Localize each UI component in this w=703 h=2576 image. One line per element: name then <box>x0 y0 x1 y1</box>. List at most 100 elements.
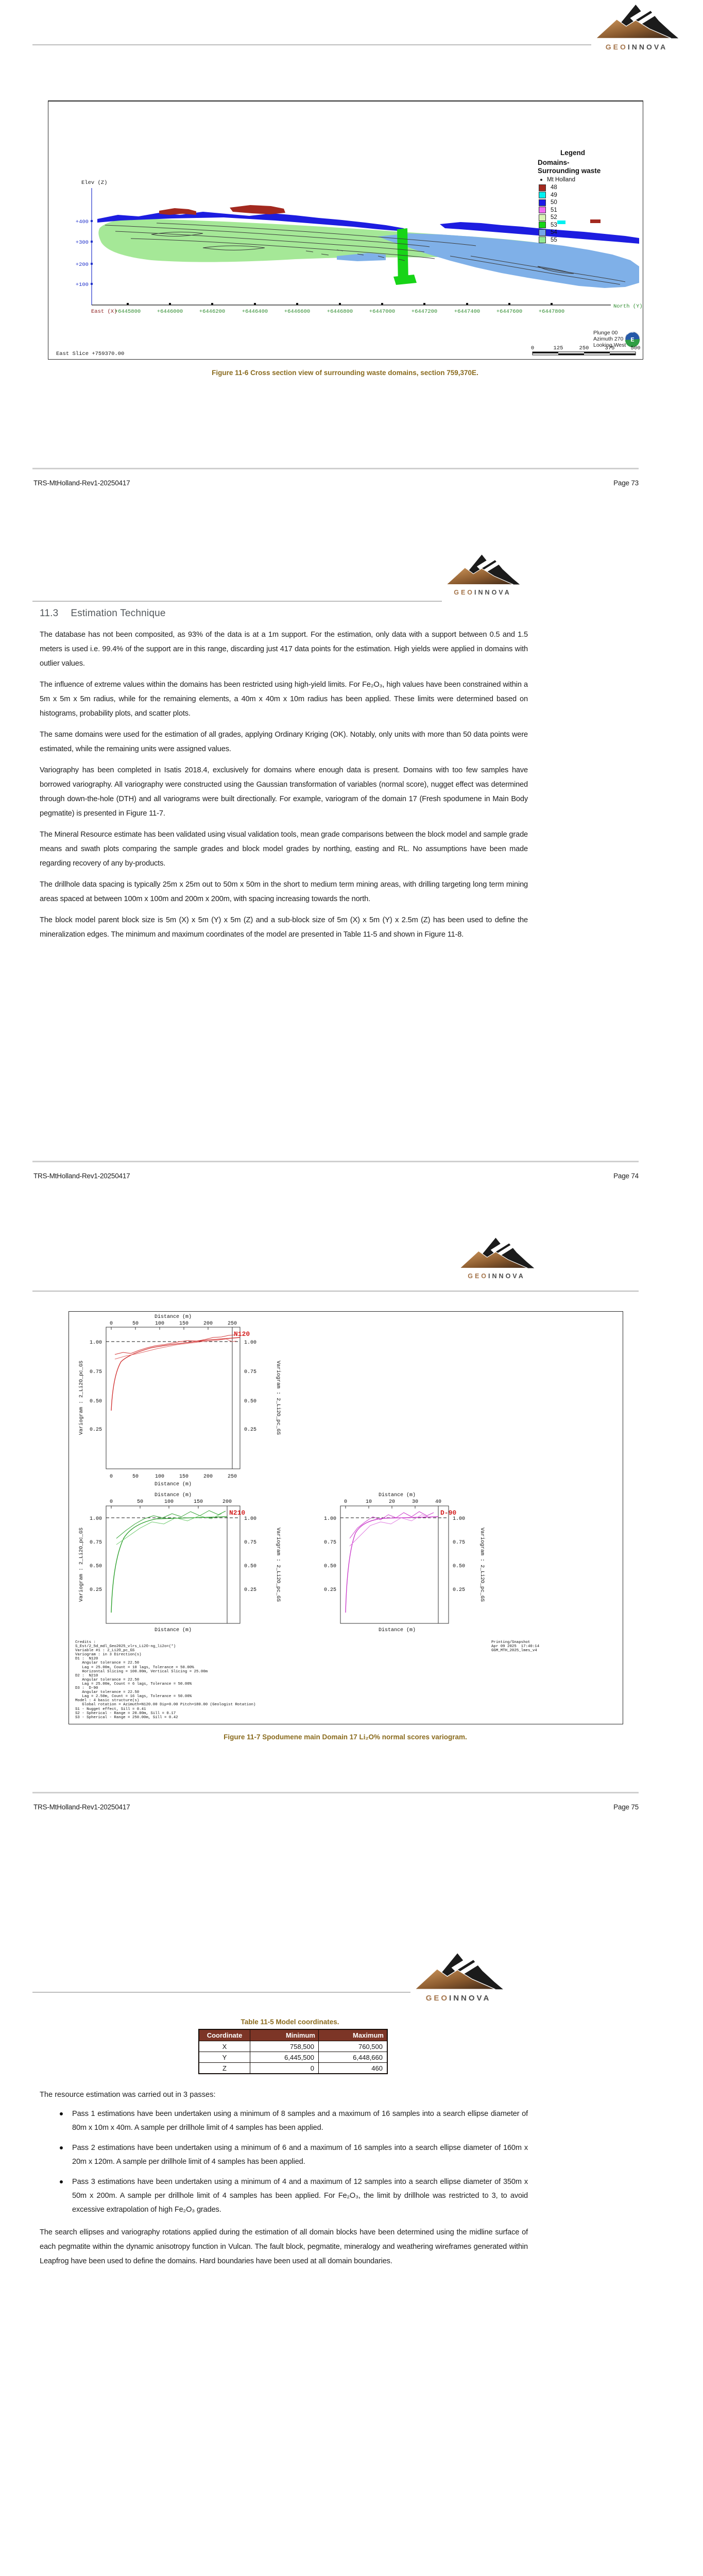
x-tick: +6447800 <box>539 309 564 315</box>
northing-axis: East (X) +6445800 +6446000 +6446200 +644… <box>91 303 643 315</box>
geoinnova-logo: GEOINNOVA <box>412 1951 505 2003</box>
paragraph: The block model parent block size is 5m … <box>40 916 528 939</box>
domain-48-red-patch-2 <box>230 205 285 214</box>
y-tick: 0.50 <box>90 1399 102 1404</box>
x-tick: 150 <box>179 1321 188 1327</box>
x-tick: 200 <box>222 1499 232 1505</box>
y-tick: 0.50 <box>324 1564 336 1569</box>
cell-coordinate: Y <box>198 2052 250 2063</box>
legend-swatch-49 <box>539 192 546 199</box>
x-tick: 10 <box>366 1499 372 1505</box>
y-tick-right: 0.25 <box>244 1587 256 1593</box>
x-tick: 0 <box>110 1499 113 1505</box>
experimental-curve <box>114 1334 235 1355</box>
x-tick: 30 <box>412 1499 418 1505</box>
x-tick: 20 <box>389 1499 395 1505</box>
paragraph: The Mineral Resource estimate has been v… <box>40 831 528 868</box>
x-tick-bottom: 0 <box>110 1474 113 1480</box>
y-tick-right: 0.75 <box>244 1540 256 1546</box>
geoinnova-logo: GEOINNOVA <box>457 1235 536 1280</box>
legend-swatch-54 <box>539 229 546 236</box>
bullet-icon <box>60 2112 63 2115</box>
view-orientation-info: Plunge 00 Azimuth 270 Looking West <box>593 330 626 348</box>
legend-label: 50 <box>551 199 557 206</box>
table-11-5-caption: Table 11-5 Model coordinates. <box>241 2018 339 2026</box>
bullet-icon <box>60 2180 63 2183</box>
table-row-z: Z 0 460 <box>198 2062 388 2074</box>
table-header-row: Coordinate Minimum Maximum <box>198 2029 388 2041</box>
brand-wordmark: GEOINNOVA <box>457 1273 536 1280</box>
paragraph: The same domains were used for the estim… <box>40 731 528 753</box>
brand-wordmark: GEOINNOVA <box>593 43 680 51</box>
mountain-logo-icon <box>445 554 520 585</box>
x-tick: 150 <box>194 1499 203 1505</box>
col-header-maximum: Maximum <box>318 2029 388 2041</box>
y-tick-right: 1.00 <box>244 1340 256 1346</box>
elev-tick: +200 <box>76 262 89 268</box>
page74-footer-rule <box>32 1161 639 1162</box>
y-tick: 0.75 <box>90 1540 102 1546</box>
table-row-y: Y 6,445,500 6,448,660 <box>198 2052 388 2063</box>
y-tick-right: 0.75 <box>453 1540 465 1546</box>
col-header-minimum: Minimum <box>250 2029 319 2041</box>
y-tick: 0.75 <box>90 1369 102 1375</box>
domain-49-cyan-speck <box>557 221 565 224</box>
experimental-curve <box>349 1511 434 1539</box>
variogram-parameters-printout: Credits : S_Est/2_5d_mdl_Geo2025_vlrs_Li… <box>75 1640 256 1720</box>
section-title: Estimation Technique <box>71 608 166 619</box>
figure-11-6-caption: Figure 11-6 Cross section view of surrou… <box>212 369 478 377</box>
cell-maximum: 460 <box>318 2062 388 2074</box>
figure-11-7-variogram: Distance (m) 0 50 100 150 200 250 1.00 0… <box>68 1311 623 1724</box>
legend-item: 50 <box>539 199 638 207</box>
x-axis-title: Distance (m) <box>155 1492 192 1498</box>
x-tick: +6446600 <box>284 309 310 315</box>
y-tick: 0.50 <box>90 1564 102 1569</box>
direction-label-d90: D-90 <box>440 1509 456 1517</box>
x-axis-title: Distance (m) <box>379 1492 416 1498</box>
legend-item: 55 <box>539 236 638 244</box>
domain-54-light-blue-mass <box>378 233 639 288</box>
azimuth-label: Azimuth 270 <box>593 336 624 342</box>
page76-body: Table 11-5 Model coordinates. Coordinate… <box>40 2018 528 2275</box>
bullet-item-pass3: Pass 3 estimations have been undertaken … <box>40 2175 528 2217</box>
legend-label: 52 <box>551 214 557 221</box>
y-tick-right: 0.25 <box>244 1427 256 1433</box>
legend-item: 52 <box>539 214 638 222</box>
footer-doc-id: TRS-MtHolland-Rev1-20250417 <box>33 1803 130 1811</box>
scale-tick: 375 <box>605 345 615 351</box>
brand-geo: GEO <box>605 43 628 51</box>
table-row-x: X 758,500 760,500 <box>198 2041 388 2052</box>
y-axis-label-right: Variogram : 2_Li2O_pc_GS <box>479 1528 485 1602</box>
legend-item: 49 <box>539 192 638 199</box>
y-tick-right: 1.00 <box>453 1516 465 1522</box>
x-axis-title-bottom: Distance (m) <box>155 1627 192 1633</box>
x-tick: 100 <box>155 1321 164 1327</box>
experimental-curve <box>116 1510 226 1539</box>
legend-swatch-55 <box>539 236 546 244</box>
page73-header-rule <box>32 44 591 45</box>
x-tick: 200 <box>203 1321 213 1327</box>
x-tick-bottom: 100 <box>155 1474 164 1480</box>
slice-label: East Slice +759370.00 <box>56 351 124 357</box>
bullet-icon <box>60 2146 63 2149</box>
y-tick-right: 1.00 <box>244 1516 256 1522</box>
cell-minimum: 6,445,500 <box>250 2052 319 2063</box>
geoinnova-logo: GEOINNOVA <box>593 2 680 51</box>
y-tick: 0.75 <box>324 1540 336 1546</box>
legend-title: Legend <box>560 149 586 157</box>
x-tick: +6446800 <box>327 309 353 315</box>
x-tick: 40 <box>435 1499 441 1505</box>
mountain-logo-icon <box>459 1238 535 1269</box>
cell-maximum: 760,500 <box>318 2041 388 2052</box>
x-tick: +6446400 <box>242 309 268 315</box>
model-curve <box>111 1337 241 1411</box>
y-axis-label-right: Variogram : 2_Li2O_pc_GS <box>275 1361 281 1435</box>
brand-innova: INNOVA <box>449 1994 491 2003</box>
legend-swatch-50 <box>539 199 546 206</box>
model-curve <box>345 1516 439 1613</box>
domain-54-light-blue-sliver <box>337 253 386 261</box>
x-tick-bottom: 50 <box>132 1474 139 1480</box>
x-tick: 0 <box>344 1499 347 1505</box>
model-coordinates-table: Coordinate Minimum Maximum X 758,500 760… <box>198 2029 388 2074</box>
